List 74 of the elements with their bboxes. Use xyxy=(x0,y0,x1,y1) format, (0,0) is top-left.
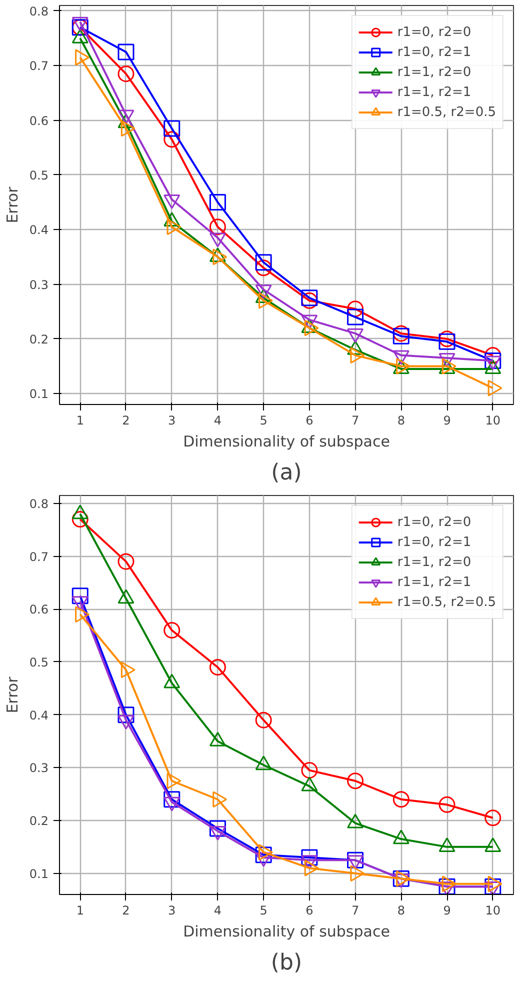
text: (a) xyxy=(271,460,302,486)
x-tick-label: 4 xyxy=(214,904,222,918)
x-tick-label: 6 xyxy=(306,414,314,428)
point xyxy=(255,846,272,864)
legend-label: r1=1, r2=1 xyxy=(397,574,472,590)
point xyxy=(484,878,502,894)
y-tick-label: 0.8 xyxy=(29,496,49,511)
y-tick-label: 0.2 xyxy=(29,814,49,828)
point xyxy=(301,762,318,779)
legend-label: r1=0, r2=0 xyxy=(397,514,472,530)
y-tick-label: 0.5 xyxy=(29,655,49,670)
point xyxy=(118,706,134,724)
x-tick-label: 1 xyxy=(76,904,84,918)
x-tick-label: 10 xyxy=(485,414,501,428)
y-tick-label: 0.1 xyxy=(29,866,49,881)
y-tick-label: 0.6 xyxy=(29,114,49,128)
y-axis-title: Error xyxy=(3,676,22,714)
point xyxy=(484,881,502,894)
point xyxy=(392,870,410,887)
point xyxy=(164,622,180,638)
y-tick-label: 0.7 xyxy=(29,550,49,564)
x-tick-label: 10 xyxy=(485,904,501,918)
point xyxy=(72,511,88,528)
y-tick-label: 0.5 xyxy=(29,168,49,182)
y-tick-label: 0.4 xyxy=(29,223,49,238)
legend-label: r1=1, r2=0 xyxy=(397,554,472,570)
x-tick-label: 7 xyxy=(351,904,360,918)
legend-label: r1=0.5, r2=0.5 xyxy=(397,594,496,610)
point xyxy=(72,588,88,604)
y-tick-label: 0.3 xyxy=(29,278,49,292)
x-tick-label: 3 xyxy=(168,414,176,428)
y-tick-label: 0.7 xyxy=(29,59,49,74)
y-tick-label: 0.3 xyxy=(29,761,49,776)
y-axis-title: Error xyxy=(3,186,22,224)
y-tick-label: 0.6 xyxy=(29,602,49,617)
x-tick-label: 7 xyxy=(351,414,360,428)
x-tick-label: 5 xyxy=(260,414,268,428)
legend-label: r1=0, r2=0 xyxy=(397,24,472,40)
x-tick-label: 1 xyxy=(76,414,84,428)
point xyxy=(438,796,456,813)
legend-label: r1=1, r2=0 xyxy=(397,64,472,80)
point xyxy=(484,810,502,826)
x-tick-label: 9 xyxy=(443,904,451,918)
x-tick-label: 6 xyxy=(306,904,314,918)
legend-label: r1=0.5, r2=0.5 xyxy=(397,104,496,120)
point xyxy=(347,772,364,790)
x-tick-label: 3 xyxy=(168,904,176,918)
x-tick-label: 4 xyxy=(214,414,222,428)
point xyxy=(392,791,410,808)
x-axis-title: Dimensionality of subspace xyxy=(183,432,390,450)
point xyxy=(255,712,272,728)
point xyxy=(438,881,456,894)
x-axis-title: Dimensionality of subspace xyxy=(183,922,390,940)
point xyxy=(118,553,134,570)
y-tick-label: 0.8 xyxy=(29,4,49,18)
y-tick-label: 0.1 xyxy=(29,387,49,402)
x-tick-label: 2 xyxy=(122,904,130,918)
legend-label: r1=1, r2=1 xyxy=(397,84,472,100)
x-tick-label: 2 xyxy=(122,414,130,428)
point xyxy=(209,820,226,837)
point xyxy=(347,852,364,868)
legend-label: r1=0, r2=1 xyxy=(397,534,472,550)
x-tick-label: 8 xyxy=(397,414,405,428)
x-tick-label: 9 xyxy=(443,414,451,428)
point xyxy=(209,659,226,676)
x-tick-label: 5 xyxy=(260,904,268,918)
point xyxy=(164,791,180,808)
y-tick-label: 0.2 xyxy=(29,332,49,346)
point xyxy=(301,849,318,866)
point xyxy=(438,878,456,894)
x-tick-label: 8 xyxy=(397,904,405,918)
legend-label: r1=0, r2=1 xyxy=(397,44,472,60)
y-tick-label: 0.4 xyxy=(29,708,49,722)
text: (b) xyxy=(270,950,302,976)
